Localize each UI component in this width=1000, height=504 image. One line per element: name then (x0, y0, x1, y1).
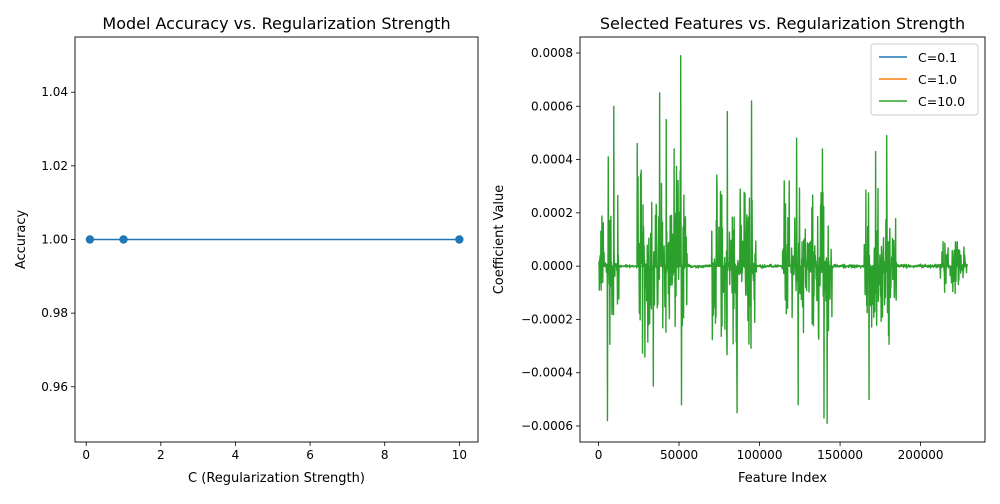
accuracy-data-point (455, 235, 464, 244)
coefficients-x-tick-label: 150000 (817, 448, 863, 462)
coefficients-x-tick-label: 50000 (660, 448, 698, 462)
accuracy-plot-frame (74, 36, 479, 443)
accuracy-y-tick-label: 1.00 (41, 233, 68, 247)
coefficients-y-tick-label: −0.0002 (521, 312, 573, 326)
coefficients-y-axis: −0.0006 −0.0004 −0.0002 0.0000 0.0002 0.0004 0… (521, 46, 580, 433)
coefficients-y-axis-label: Coefficient Value (492, 185, 507, 295)
accuracy-x-tick-label: 10 (452, 448, 467, 462)
legend-box (870, 43, 979, 116)
legend-label-c10-0: C=10.0 (918, 94, 965, 109)
accuracy-x-axis-label: C (Regularization Strength) (188, 471, 365, 486)
accuracy-y-tick-label: 1.04 (41, 85, 68, 99)
accuracy-series-marks (85, 235, 464, 244)
accuracy-x-tick-label: 2 (157, 448, 165, 462)
accuracy-y-tick-label: 1.02 (41, 159, 68, 173)
coefficients-y-tick-label: 0.0006 (531, 99, 573, 113)
coefficients-series-marks (598, 54, 968, 425)
accuracy-x-tick-label: 8 (381, 448, 389, 462)
accuracy-x-axis: 0 2 4 6 8 10 (82, 442, 467, 462)
coefficients-chart-title: Selected Features vs. Regularization Str… (600, 14, 965, 33)
coefficients-y-tick-label: −0.0006 (521, 419, 573, 433)
coefficients-x-axis: 0 50000 100000 150000 200000 (595, 442, 944, 462)
accuracy-x-tick-label: 0 (82, 448, 90, 462)
coefficients-y-tick-label: 0.0004 (531, 153, 573, 167)
accuracy-x-tick-label: 4 (232, 448, 240, 462)
accuracy-x-tick-label: 6 (306, 448, 314, 462)
coefficients-x-tick-label: 100000 (737, 448, 783, 462)
coefficients-y-tick-label: 0.0008 (531, 46, 573, 60)
coefficients-series-line-c10-0 (598, 54, 968, 425)
coefficients-x-tick-label: 200000 (898, 448, 944, 462)
coefficients-x-axis-label: Feature Index (738, 471, 827, 486)
coefficients-chart: 0 50000 100000 150000 200000 −0.0006−0.0004−… (492, 14, 986, 486)
coefficients-plot-frame (579, 36, 986, 443)
accuracy-y-tick-label: 0.96 (41, 380, 68, 394)
legend: C=0.1 C=1.0 C=10.0 (870, 43, 979, 116)
accuracy-data-point (85, 235, 95, 244)
accuracy-chart-title: Model Accuracy vs. Regularization Streng… (102, 14, 450, 33)
coefficients-y-tick-label: 0.0000 (531, 259, 573, 273)
legend-label-c0-1: C=0.1 (918, 50, 957, 65)
coefficients-x-tick-label: 0 (595, 448, 603, 462)
accuracy-chart: 0 2 4 6 8 10 0.96 0.98 1.00 1.02 1.04 Model Accur… (14, 14, 479, 486)
accuracy-y-axis-label: Accuracy (14, 210, 29, 270)
accuracy-y-tick-label: 0.98 (41, 306, 68, 320)
accuracy-y-axis: 0.96 0.98 1.00 1.02 1.04 (41, 85, 75, 394)
legend-label-c1-0: C=1.0 (918, 72, 957, 87)
coefficients-y-tick-label: 0.0002 (531, 206, 573, 220)
coefficients-y-tick-label: −0.0004 (521, 366, 573, 380)
accuracy-data-point (119, 235, 128, 244)
